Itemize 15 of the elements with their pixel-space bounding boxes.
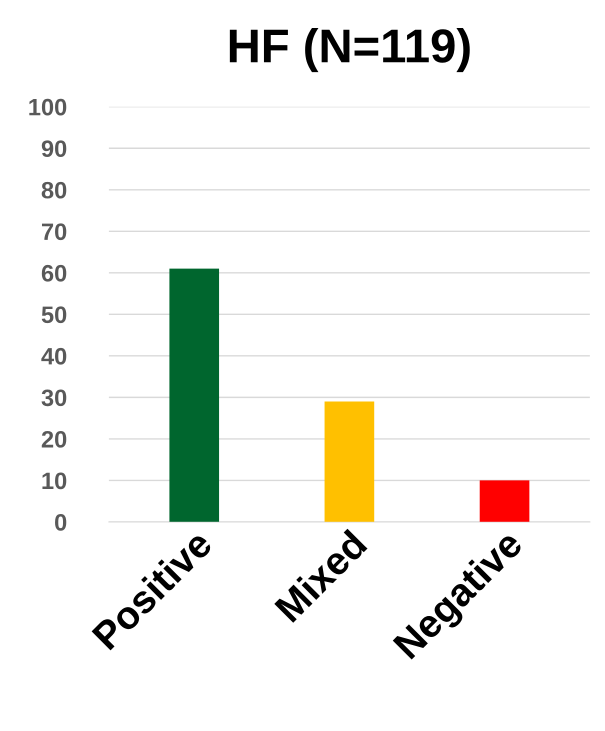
y-tick-label: 90 (42, 140, 66, 158)
bar (480, 480, 530, 522)
y-tick-label: 20 (42, 430, 66, 448)
y-tick-label: 10 (42, 472, 66, 490)
y-tick-label: 0 (55, 514, 66, 531)
y-tick-label: 50 (42, 306, 66, 324)
bar (324, 402, 374, 522)
y-tick-label: 60 (42, 264, 66, 282)
y-tick-label: 40 (41, 348, 66, 365)
y-tick-label: 70 (42, 223, 66, 240)
y-tick-label: 100 (29, 98, 66, 116)
chart-title: HF (N=119) (230, 28, 470, 72)
bar (169, 268, 220, 522)
y-tick-label: 30 (42, 389, 66, 406)
y-tick-label: 80 (42, 182, 66, 199)
